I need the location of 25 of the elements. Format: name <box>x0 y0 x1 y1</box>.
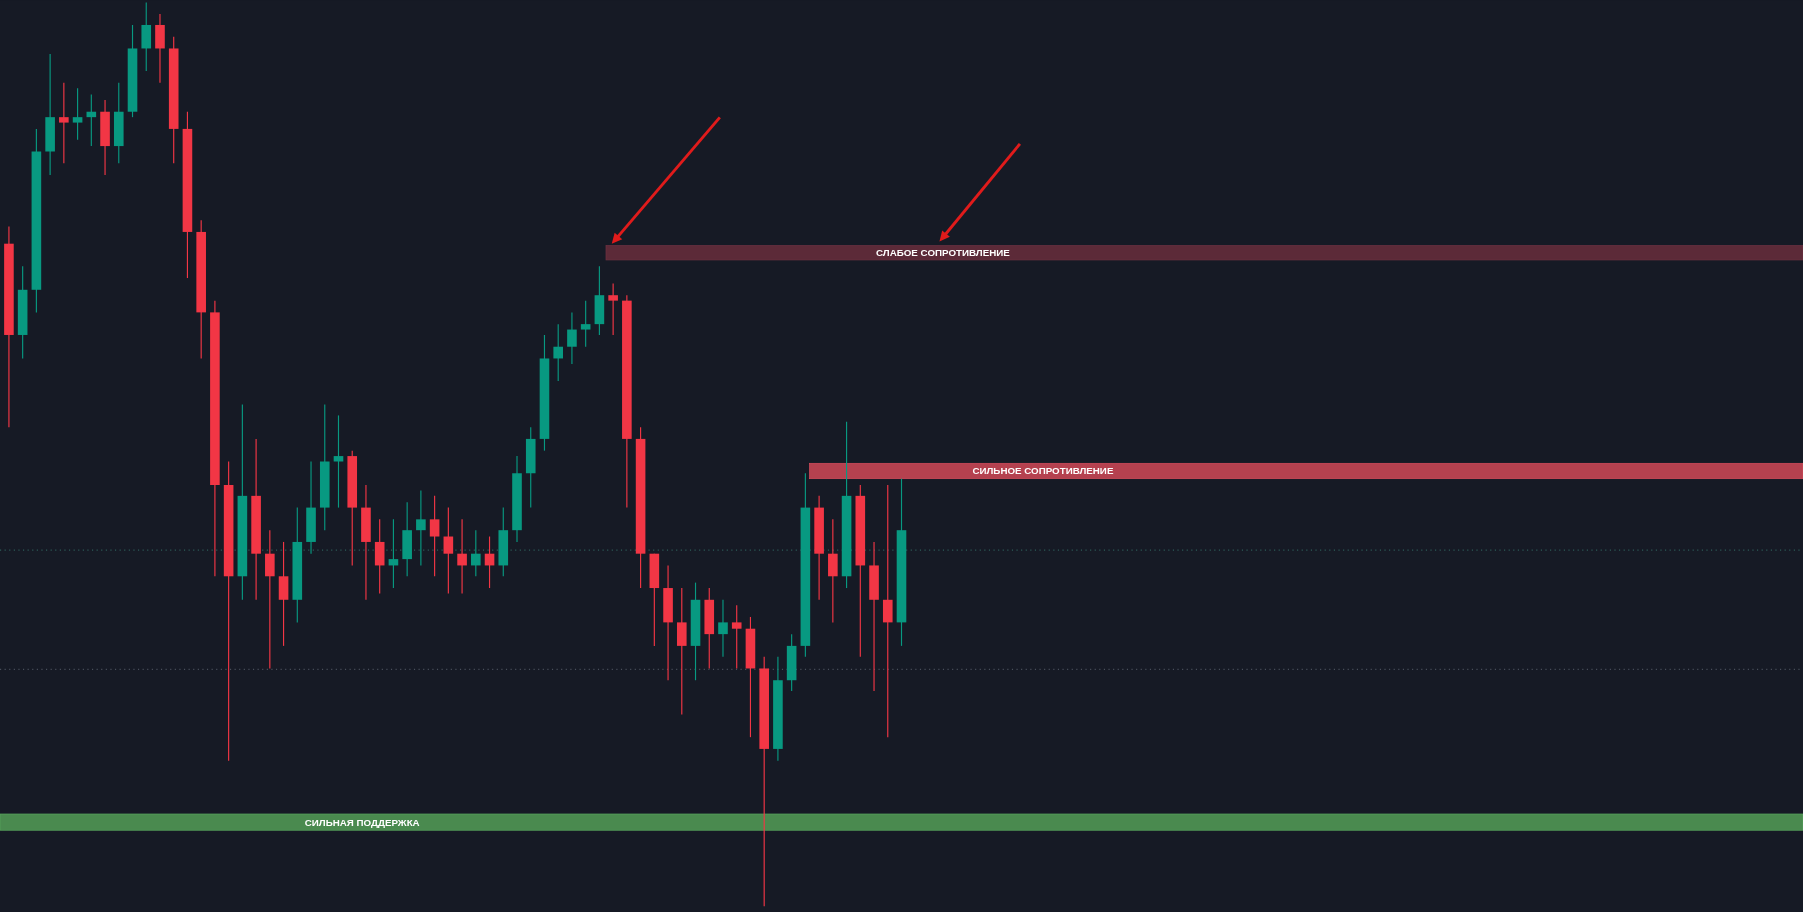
candlestick <box>457 518 467 595</box>
candlestick <box>374 518 385 595</box>
candlestick <box>718 599 728 658</box>
candlestick <box>731 604 742 670</box>
candlestick <box>828 518 838 623</box>
candlestick <box>155 13 165 84</box>
candlestick <box>567 311 577 365</box>
band-label: СИЛЬНАЯ ПОДДЕРЖКА <box>304 816 420 828</box>
candlestick <box>580 300 591 348</box>
candlestick <box>72 87 83 141</box>
candlestick <box>333 414 344 509</box>
candlestick <box>676 587 687 716</box>
candlestick <box>882 484 893 738</box>
band-label: СЛАБОЕ СОПРОТИВЛЕНИЕ <box>876 247 1011 259</box>
candlestick <box>141 1 152 72</box>
candlestick <box>608 282 618 336</box>
candlestick <box>278 541 289 647</box>
candlestick <box>416 489 426 567</box>
candlestick <box>471 529 481 577</box>
candlestick <box>429 495 440 577</box>
candlestick <box>59 82 69 164</box>
band-label: СИЛЬНОЕ СОПРОТИВЛЕНИЕ <box>972 465 1114 477</box>
candlestick <box>553 323 564 382</box>
candlestick <box>443 507 454 595</box>
candlestick <box>265 529 275 670</box>
